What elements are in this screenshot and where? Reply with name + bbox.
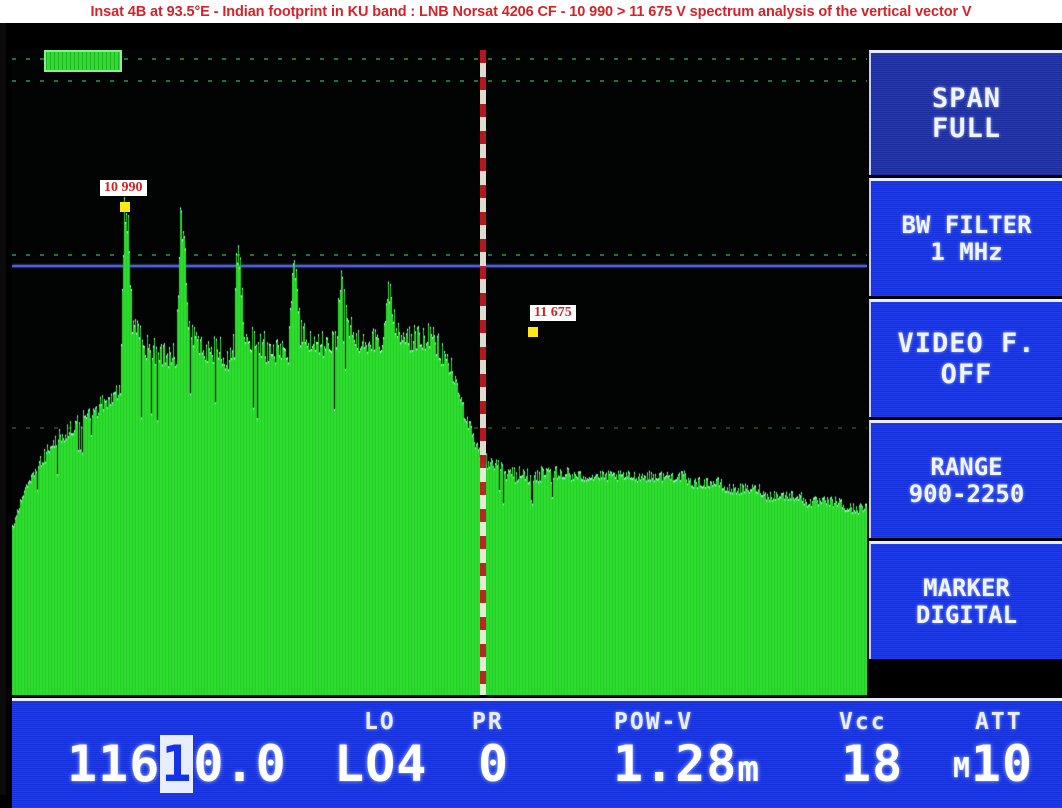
softkey-span[interactable]: SPAN FULL — [869, 50, 1062, 175]
pr-value: 0 — [478, 735, 510, 793]
att-number: 10 — [970, 735, 1034, 793]
spectrum-plot[interactable]: 10 990 11 675 — [12, 50, 867, 695]
vcc-header-text: Vcc — [839, 709, 887, 735]
softkey-video-filter-line2: OFF — [940, 358, 993, 390]
att-value: M10 — [953, 735, 1033, 793]
softkey-menu: SPAN FULL BW FILTER 1 MHz VIDEO F. OFF R… — [869, 50, 1062, 695]
softkey-span-line2: FULL — [931, 113, 1002, 144]
lo-header: LO — [364, 709, 396, 735]
pr-readout[interactable]: 0 — [478, 739, 509, 789]
device-bezel: 10 990 11 675 SPAN FULL BW FILTER 1 MHz — [0, 23, 1062, 808]
vcc-value: 18 — [841, 735, 904, 793]
pow-readout[interactable]: 1.28m — [613, 739, 760, 789]
softkey-video-filter[interactable]: VIDEO F. OFF — [869, 299, 1062, 417]
center-frequency-cursor[interactable] — [480, 50, 486, 695]
pow-number: 1.28 — [613, 735, 738, 793]
softkey-marker-line2: DIGITAL — [915, 600, 1018, 629]
page-title-text: Insat 4B at 93.5°E - Indian footprint in… — [90, 3, 972, 20]
frequency-digit-cursor[interactable]: 1 — [160, 735, 194, 793]
softkey-range-line2: 900-2250 — [908, 479, 1025, 508]
lcd-screen: 10 990 11 675 SPAN FULL BW FILTER 1 MHz — [12, 50, 1062, 808]
softkey-marker-line1: MARKER — [923, 573, 1010, 602]
softkey-marker[interactable]: MARKER DIGITAL — [869, 541, 1062, 659]
pow-header-text: POW-V — [614, 709, 694, 735]
lo-value: LO4 — [334, 735, 428, 793]
softkey-video-filter-line1: VIDEO F. — [897, 328, 1036, 360]
vcc-header: Vcc — [839, 709, 887, 735]
softkey-bw-filter-line2: 1 MHz — [930, 237, 1003, 266]
frequency-suffix: 0.0 — [193, 735, 287, 793]
pr-header: PR — [472, 709, 504, 735]
softkey-span-line1: SPAN — [931, 82, 1002, 114]
marker-low-dot — [120, 202, 130, 212]
spectrum-trace — [12, 50, 867, 695]
pow-value: 1.28m — [613, 735, 760, 793]
lo-readout[interactable]: LO4 — [334, 739, 427, 789]
frequency-readout[interactable]: 11610.0 — [67, 735, 287, 793]
att-header-text: ATT — [975, 709, 1023, 735]
softkey-range-line1: RANGE — [930, 452, 1003, 481]
att-prefix: M — [953, 751, 971, 784]
softkey-bw-filter[interactable]: BW FILTER 1 MHz — [869, 178, 1062, 296]
att-readout[interactable]: M10 — [953, 739, 1033, 789]
softkey-bw-filter-line1: BW FILTER — [901, 210, 1032, 239]
vcc-readout[interactable]: 18 — [841, 739, 903, 789]
pow-header: POW-V — [614, 709, 693, 735]
frequency-value[interactable]: 11610.0 — [67, 735, 287, 793]
page-title: Insat 4B at 93.5°E - Indian footprint in… — [0, 0, 1062, 23]
marker-low-label: 10 990 — [100, 180, 147, 196]
frequency-prefix: 116 — [67, 735, 161, 793]
att-header: ATT — [975, 709, 1023, 735]
marker-high-label: 11 675 — [530, 305, 576, 321]
pr-header-text: PR — [472, 709, 504, 735]
lo-header-text: LO — [364, 709, 396, 735]
softkey-range[interactable]: RANGE 900-2250 — [869, 420, 1062, 538]
status-readout-bar: 11610.0 LO LO4 PR 0 POW-V — [12, 698, 1062, 808]
marker-high-dot — [528, 327, 538, 337]
pow-unit: m — [737, 749, 761, 790]
